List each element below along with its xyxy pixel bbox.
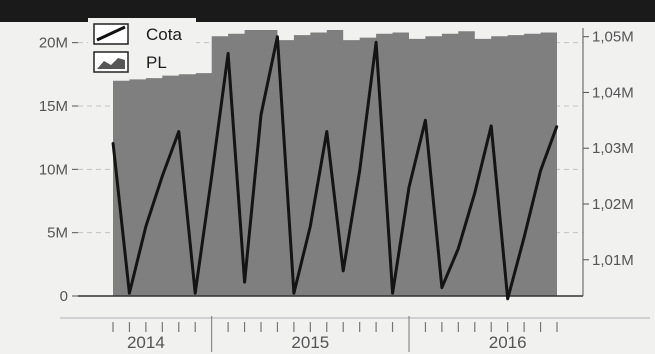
cota-point xyxy=(506,298,509,300)
x-year-label: 2015 xyxy=(291,333,329,352)
cota-point xyxy=(457,247,460,250)
right-tick-label: 1,04M xyxy=(592,84,634,101)
cota-point xyxy=(342,270,345,272)
left-tick-label: 0 xyxy=(60,288,68,305)
cota-point xyxy=(112,141,114,144)
right-tick-label: 1,02M xyxy=(592,196,634,213)
cota-point xyxy=(293,292,295,295)
cota-point xyxy=(474,192,476,194)
cota-point xyxy=(375,41,377,44)
cota-point xyxy=(556,125,558,127)
left-tick-label: 10M xyxy=(39,161,68,178)
cota-point xyxy=(145,225,147,228)
legend-label-pl: PL xyxy=(146,53,167,72)
axes: 0 5M 10M 15M 20M 1,01M 1,02M 1,03M 1,04M 1,05M 201… xyxy=(39,28,650,352)
right-tick-label: 1,03M xyxy=(592,140,634,157)
x-year-label: 2014 xyxy=(127,333,165,352)
left-tick-label: 15M xyxy=(39,98,68,115)
cota-point xyxy=(227,52,229,55)
left-tick-label: 20M xyxy=(39,35,68,52)
cota-point xyxy=(358,169,361,172)
top-dark-banner xyxy=(0,0,655,22)
right-tick-label: 1,01M xyxy=(592,252,634,269)
cota-point xyxy=(539,169,542,172)
cota-point xyxy=(490,125,493,127)
cota-point xyxy=(178,130,180,133)
legend-label-cota: Cota xyxy=(146,25,182,44)
cota-point xyxy=(243,281,246,283)
area-legend-icon xyxy=(93,51,129,73)
cota-point xyxy=(523,236,525,239)
cota-point xyxy=(210,175,213,177)
cota-point xyxy=(408,186,410,189)
cota-point xyxy=(309,225,312,228)
cota-point xyxy=(276,35,279,38)
cota-point xyxy=(128,292,131,295)
cota-point xyxy=(391,292,394,295)
cota-line-series xyxy=(111,35,559,301)
pl-area-series xyxy=(113,30,557,296)
cota-point xyxy=(161,175,164,177)
line-legend-icon xyxy=(93,23,129,45)
x-year-label: 2016 xyxy=(489,333,527,352)
cota-point xyxy=(441,286,443,289)
cota-point xyxy=(424,119,427,122)
right-tick-label: 1,05M xyxy=(592,29,634,46)
cota-point xyxy=(326,130,328,133)
cota-point xyxy=(260,114,262,116)
left-tick-label: 5M xyxy=(47,225,68,242)
plot-layer xyxy=(78,30,583,301)
legend: Cota PL xyxy=(88,18,196,74)
cota-point xyxy=(194,292,196,295)
